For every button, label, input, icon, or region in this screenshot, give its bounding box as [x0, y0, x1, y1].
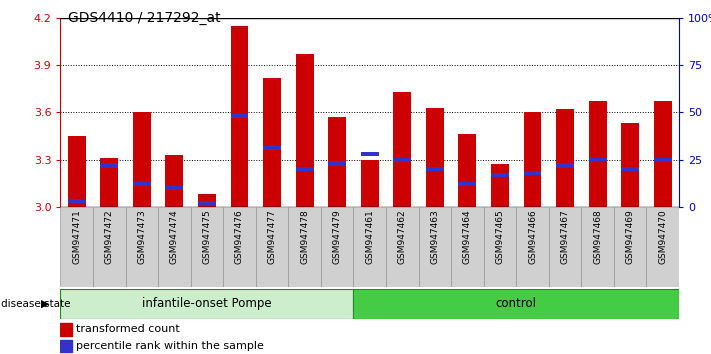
Bar — [556, 163, 574, 167]
Bar — [93, 207, 126, 287]
Bar — [263, 146, 281, 150]
Bar — [321, 207, 353, 287]
Text: GSM947463: GSM947463 — [430, 210, 439, 264]
Text: GSM947467: GSM947467 — [560, 210, 570, 264]
Bar — [614, 207, 646, 287]
Bar — [68, 136, 85, 207]
Bar — [654, 101, 672, 207]
Bar — [621, 124, 639, 207]
Bar — [158, 207, 191, 287]
Text: GDS4410 / 217292_at: GDS4410 / 217292_at — [68, 11, 220, 25]
Text: GSM947478: GSM947478 — [300, 210, 309, 264]
Text: GSM947464: GSM947464 — [463, 210, 472, 264]
Bar — [646, 207, 679, 287]
Bar — [353, 207, 386, 287]
Bar — [654, 158, 672, 162]
Text: GSM947469: GSM947469 — [626, 210, 635, 264]
Bar — [491, 173, 509, 177]
Bar — [386, 207, 419, 287]
Bar — [360, 160, 379, 207]
Bar — [68, 199, 85, 204]
Bar — [133, 113, 151, 207]
Text: GSM947462: GSM947462 — [397, 210, 407, 264]
Bar — [296, 167, 314, 171]
Text: GSM947465: GSM947465 — [496, 210, 504, 264]
Bar — [60, 339, 72, 352]
Bar — [451, 207, 483, 287]
Text: GSM947466: GSM947466 — [528, 210, 537, 264]
Text: GSM947477: GSM947477 — [267, 210, 277, 264]
Text: GSM947476: GSM947476 — [235, 210, 244, 264]
Text: GSM947479: GSM947479 — [333, 210, 342, 264]
Bar — [198, 194, 216, 207]
Bar — [426, 108, 444, 207]
Bar — [328, 117, 346, 207]
Bar — [263, 78, 281, 207]
Bar — [582, 207, 614, 287]
Bar — [419, 207, 451, 287]
Text: GSM947461: GSM947461 — [365, 210, 374, 264]
Bar — [289, 207, 321, 287]
Text: GSM947471: GSM947471 — [73, 210, 81, 264]
Bar — [126, 207, 158, 287]
Bar — [328, 161, 346, 166]
Bar — [393, 92, 411, 207]
Bar — [60, 207, 93, 287]
Bar — [166, 155, 183, 207]
Bar — [426, 167, 444, 171]
Text: ▶: ▶ — [41, 298, 50, 309]
Text: GSM947474: GSM947474 — [170, 210, 179, 264]
Text: infantile-onset Pompe: infantile-onset Pompe — [142, 297, 272, 310]
Bar — [589, 101, 606, 207]
Text: GSM947472: GSM947472 — [105, 210, 114, 264]
Bar — [523, 171, 542, 175]
Text: disease state: disease state — [1, 298, 70, 309]
Text: GSM947470: GSM947470 — [658, 210, 667, 264]
Bar — [191, 207, 223, 287]
Bar — [60, 323, 72, 336]
Bar — [353, 289, 679, 319]
Bar — [523, 113, 542, 207]
Bar — [621, 167, 639, 171]
Bar — [491, 165, 509, 207]
Text: percentile rank within the sample: percentile rank within the sample — [76, 341, 264, 351]
Bar — [360, 152, 379, 156]
Text: GSM947475: GSM947475 — [203, 210, 211, 264]
Bar — [483, 207, 516, 287]
Bar — [133, 182, 151, 187]
Bar — [516, 207, 549, 287]
Bar — [198, 201, 216, 205]
Bar — [549, 207, 582, 287]
Bar — [166, 186, 183, 190]
Bar — [60, 289, 353, 319]
Bar — [459, 182, 476, 187]
Text: control: control — [496, 297, 537, 310]
Bar — [256, 207, 289, 287]
Bar — [100, 163, 118, 167]
Bar — [223, 207, 256, 287]
Bar — [589, 158, 606, 162]
Bar — [296, 54, 314, 207]
Bar — [100, 158, 118, 207]
Bar — [230, 114, 248, 118]
Bar — [459, 135, 476, 207]
Bar — [393, 158, 411, 162]
Bar — [556, 109, 574, 207]
Text: GSM947468: GSM947468 — [593, 210, 602, 264]
Text: transformed count: transformed count — [76, 324, 180, 334]
Text: GSM947473: GSM947473 — [137, 210, 146, 264]
Bar — [230, 25, 248, 207]
